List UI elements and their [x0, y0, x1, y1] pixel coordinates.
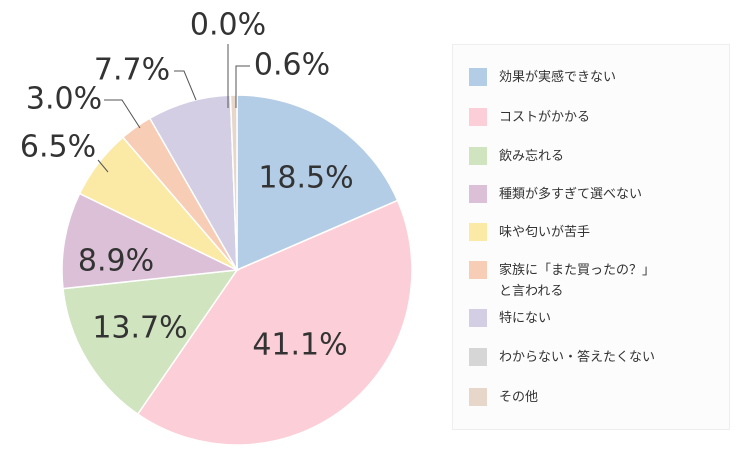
legend-swatch — [469, 309, 487, 327]
leader-line — [235, 65, 250, 108]
legend-label: 飲み忘れる — [499, 149, 565, 164]
legend-swatch — [469, 223, 487, 241]
pie-slice — [62, 269, 239, 416]
value-label: 0.0% — [190, 8, 266, 43]
value-label: 13.7% — [92, 311, 187, 346]
value-label: 18.5% — [258, 161, 353, 196]
value-label: 3.0% — [26, 82, 102, 117]
legend-swatch — [469, 147, 487, 165]
pie-slice — [236, 94, 399, 272]
value-label: 41.1% — [252, 328, 347, 363]
leader-line — [174, 70, 197, 101]
legend-item: 効果が実感できない — [469, 67, 616, 88]
legend-item: 特にない — [469, 308, 551, 329]
legend-item: 味や匂いが苦手 — [469, 222, 590, 243]
leader-line — [97, 159, 109, 173]
legend-label: その他 — [499, 390, 539, 405]
pie-slice — [61, 192, 240, 290]
legend-item: その他 — [469, 387, 538, 408]
legend-label: 味や匂いが苦手 — [499, 225, 591, 240]
legend-swatch — [469, 68, 487, 86]
legend-item: わからない・答えたくない — [469, 347, 655, 368]
legend-swatch — [469, 388, 487, 406]
legend-label: 効果が実感できない — [499, 70, 617, 85]
legend: 効果が実感できない コストがかかる 飲み忘れる種類が多すぎて選べない 味や匂いが苦手家… — [452, 44, 730, 430]
legend-swatch — [469, 348, 487, 366]
value-label: 8.9% — [78, 244, 154, 279]
legend-label: 家族に「また買ったの？」 と言われる — [499, 263, 656, 299]
legend-swatch — [469, 108, 487, 126]
pie-slice — [229, 94, 238, 271]
legend-label: 種類が多すぎて選べない — [499, 187, 643, 202]
legend-label: コストがかかる — [499, 110, 591, 125]
value-label: 7.7% — [94, 53, 170, 88]
legend-label: わからない・答えたくない — [499, 350, 656, 365]
value-label: 6.5% — [20, 130, 96, 165]
pie-slice — [136, 199, 413, 446]
legend-item: 飲み忘れる — [469, 146, 564, 167]
legend-swatch — [469, 185, 487, 203]
value-label: 0.6% — [254, 48, 330, 83]
legend-swatch — [469, 261, 487, 279]
legend-item: 種類が多すぎて選べない — [469, 184, 642, 205]
leader-line — [104, 99, 141, 129]
legend-item: 家族に「また買ったの？」 と言われる — [469, 260, 655, 302]
legend-item: コストがかかる — [469, 107, 590, 128]
legend-label: 特にない — [499, 311, 552, 326]
